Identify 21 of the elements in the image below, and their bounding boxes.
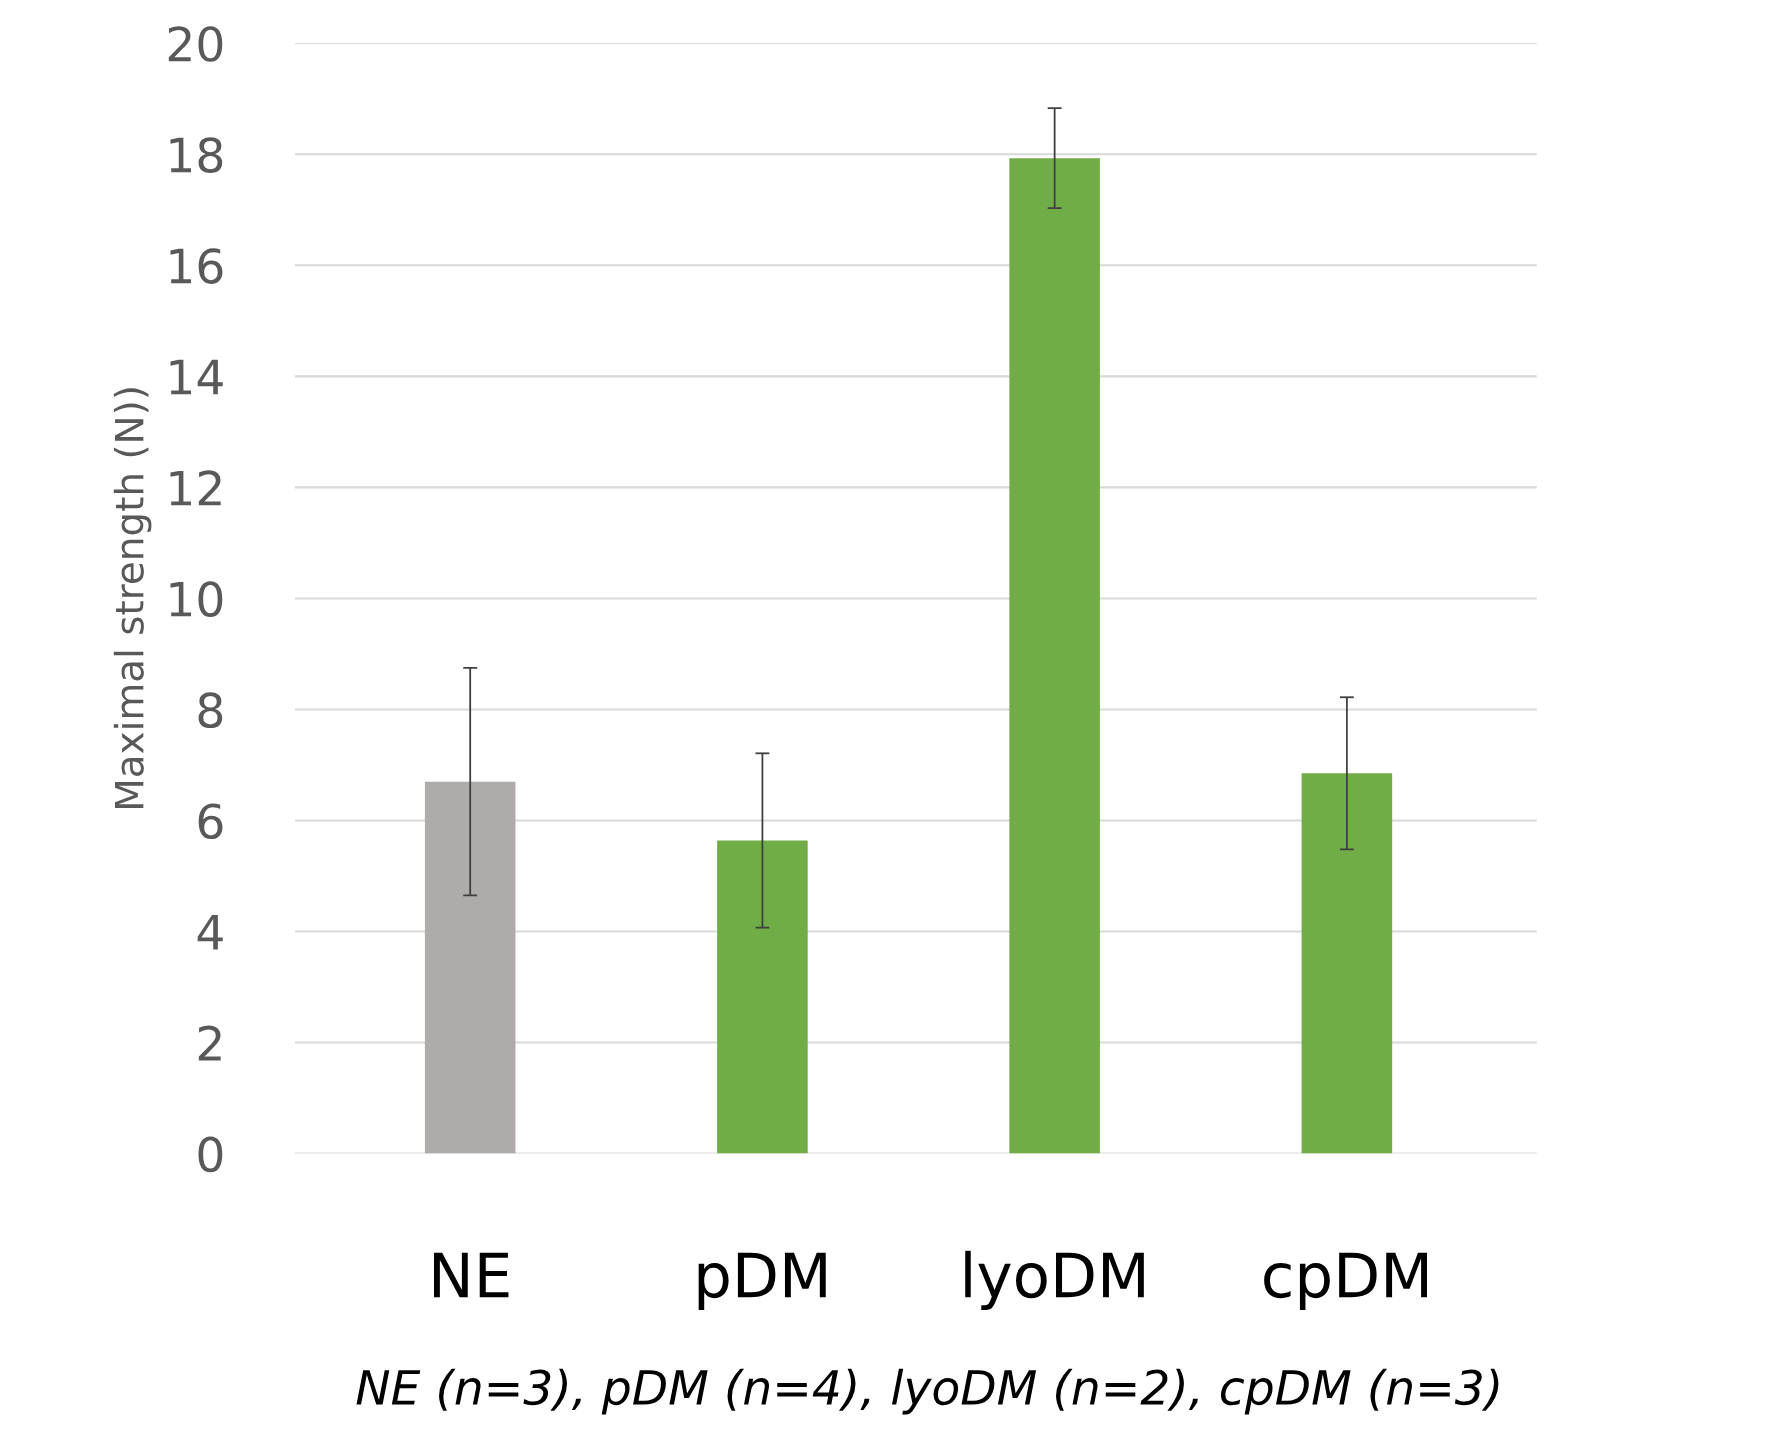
x-tick-label: lyoDM xyxy=(965,1250,1144,1310)
y-tick-label: 16 xyxy=(170,248,223,284)
text: NE (n=3), pDM (n=4), lyoDM (n=2), cpDM (n=3) xyxy=(356,1368,1499,1415)
y-tick-label: 0 xyxy=(198,1136,223,1173)
y-tick-label: 18 xyxy=(170,137,223,173)
x-tick-label: NE xyxy=(434,1252,509,1298)
y-tick-label: 4 xyxy=(197,915,223,950)
y-tick-label: 8 xyxy=(198,692,223,729)
bar xyxy=(1301,773,1393,1154)
bar xyxy=(424,781,516,1154)
y-tick-label: 20 xyxy=(168,26,223,62)
bar xyxy=(1009,158,1100,1154)
y-tick-label: 14 xyxy=(170,359,223,395)
x-tick-label: pDM xyxy=(698,1252,826,1310)
y-tick-label: 10 xyxy=(170,581,223,618)
y-tick-label: 2 xyxy=(198,1025,221,1061)
y-axis-title: Maximal strength (N)) xyxy=(113,388,152,809)
y-tick-label: 6 xyxy=(198,803,223,840)
bar xyxy=(717,840,808,1154)
y-tick-label: 12 xyxy=(170,470,221,506)
x-tick-label: cpDM xyxy=(1264,1252,1427,1310)
